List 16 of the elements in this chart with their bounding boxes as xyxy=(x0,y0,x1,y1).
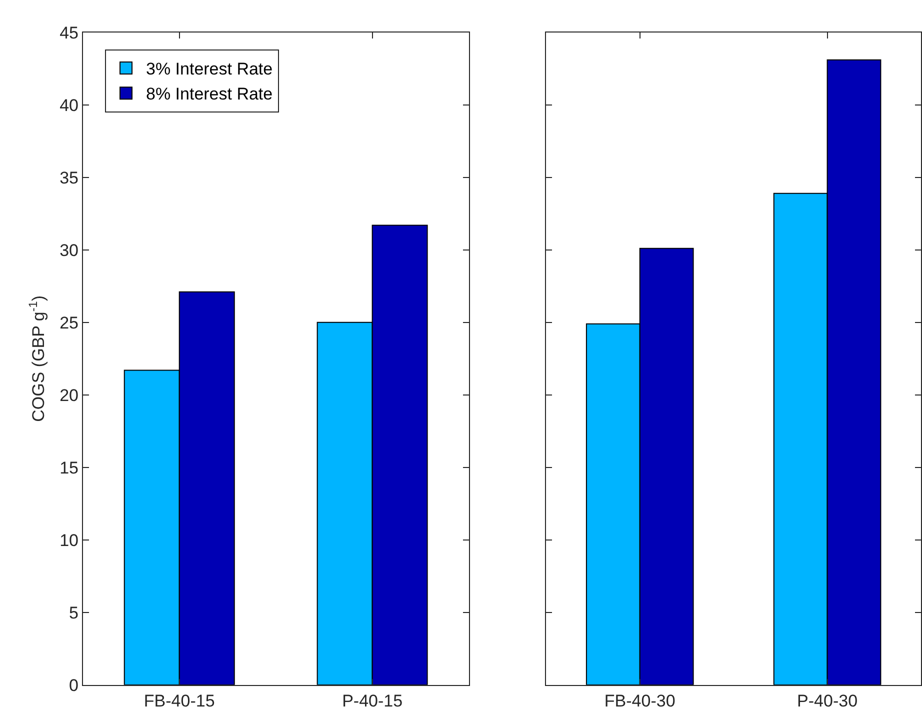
legend-label: 8% Interest Rate xyxy=(146,84,273,104)
x-tick-label: P-40-15 xyxy=(342,691,403,710)
x-tick-label: FB-40-15 xyxy=(144,691,215,710)
y-tick-label: 15 xyxy=(60,458,78,478)
y-tick-label: 30 xyxy=(60,240,78,260)
x-tick-label: FB-40-30 xyxy=(604,691,676,710)
y-tick-label: 45 xyxy=(60,23,78,42)
y-tick-label: 5 xyxy=(69,603,78,622)
y-tick-label: 0 xyxy=(69,676,78,695)
y-tick-label: 20 xyxy=(60,386,78,405)
y-tick-label: 25 xyxy=(60,313,78,332)
x-tick-label: P-40-30 xyxy=(797,691,858,710)
y-tick-label: 10 xyxy=(60,530,78,550)
legend-label: 3% Interest Rate xyxy=(146,60,273,79)
y-tick-label: 35 xyxy=(60,168,78,188)
y-tick-label: 40 xyxy=(60,96,78,115)
